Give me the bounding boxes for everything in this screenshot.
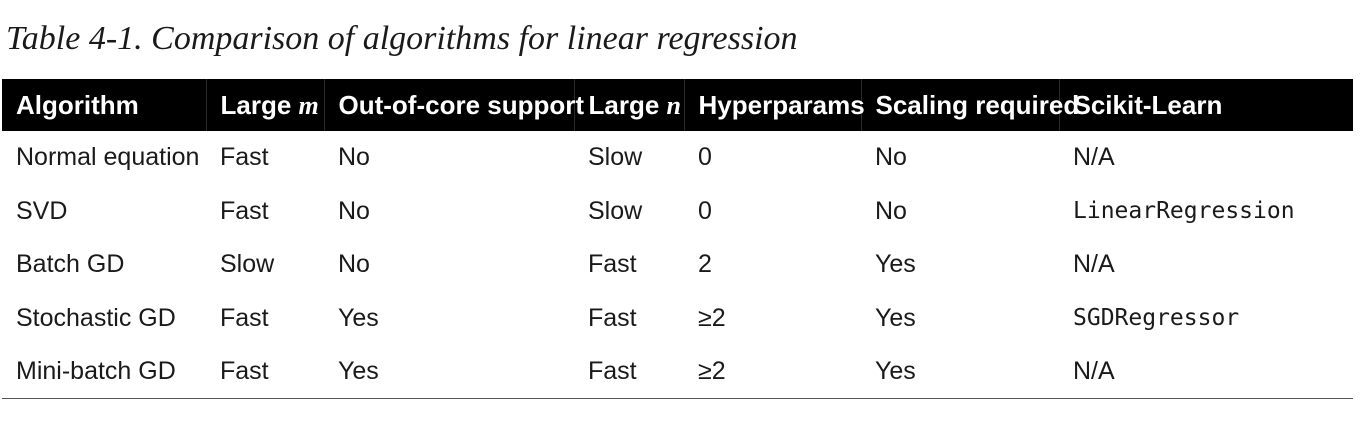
column-header-label: Large: [220, 89, 299, 120]
table-cell-large-m: Fast: [220, 143, 269, 172]
column-header-variable: n: [666, 90, 681, 120]
table-header: Algorithm Large m Out-of-core support Large…: [2, 79, 1353, 131]
table-cell-out-of-core-support: No: [338, 143, 370, 172]
table-cell-large-m: Fast: [220, 196, 269, 225]
column-header-hyperparams: Hyperparams: [684, 79, 865, 131]
bottom-rule: [2, 398, 1353, 399]
column-header-scaling-required: Scaling required: [861, 79, 1079, 131]
table-cell-hyperparams: ≥2: [698, 357, 726, 386]
table-cell-hyperparams: 2: [698, 250, 712, 279]
table-cell-large-n: Fast: [588, 357, 637, 386]
table-cell-out-of-core-support: No: [338, 196, 370, 225]
table-cell-large-m: Fast: [220, 357, 269, 386]
table-cell-scaling-required: No: [875, 143, 907, 172]
table-row: SVD Fast No Slow 0 No LinearRegression: [2, 185, 1353, 239]
table-cell-out-of-core-support: No: [338, 250, 370, 279]
column-header-label: Algorithm: [16, 89, 139, 120]
table-row: Stochastic GD Fast Yes Fast ≥2 Yes SGDRegresso…: [2, 292, 1353, 346]
column-header-label: Scikit-Learn: [1073, 89, 1223, 120]
table-cell-hyperparams: 0: [698, 143, 712, 172]
table-cell-algorithm: Stochastic GD: [16, 303, 176, 332]
table-cell-scikit-learn: N/A: [1073, 143, 1115, 172]
comparison-table: Algorithm Large m Out-of-core support Large…: [2, 79, 1353, 399]
table-cell-algorithm: Normal equation: [16, 143, 200, 172]
table-cell-scaling-required: Yes: [875, 250, 916, 279]
table-cell-large-n: Fast: [588, 250, 637, 279]
column-header-label: Scaling required: [875, 89, 1080, 120]
table-cell-large-n: Slow: [588, 196, 643, 225]
table-cell-scikit-learn: N/A: [1073, 250, 1115, 279]
table-cell-large-n: Slow: [588, 143, 643, 172]
table-cell-hyperparams: ≥2: [698, 303, 726, 332]
column-header-label: Out-of-core support: [338, 89, 585, 120]
table-cell-scaling-required: No: [875, 196, 907, 225]
column-header-out-of-core-support: Out-of-core support: [324, 79, 584, 131]
table-cell-large-m: Fast: [220, 303, 269, 332]
column-header-variable: m: [298, 90, 319, 120]
table-cell-scikit-learn: LinearRegression: [1073, 198, 1295, 225]
table-cell-algorithm: Batch GD: [16, 250, 125, 279]
table-caption: Table 4-1. Comparison of algorithms for …: [6, 20, 798, 57]
column-header-label: Large: [588, 89, 667, 120]
table-cell-scaling-required: Yes: [875, 357, 916, 386]
column-header-algorithm: Algorithm: [2, 79, 207, 131]
column-header-large-n: Large n: [574, 79, 685, 131]
table-cell-scikit-learn: SGDRegressor: [1073, 305, 1240, 332]
table-cell-hyperparams: 0: [698, 196, 712, 225]
table-cell-scaling-required: Yes: [875, 303, 916, 332]
table-cell-large-m: Slow: [220, 250, 275, 279]
table-cell-scikit-learn: N/A: [1073, 357, 1115, 386]
table-cell-large-n: Fast: [588, 303, 637, 332]
header-row: Algorithm Large m Out-of-core support Large…: [2, 79, 1353, 131]
table-row: Mini-batch GD Fast Yes Fast ≥2 Yes N/A: [2, 345, 1353, 399]
table-cell-out-of-core-support: Yes: [338, 357, 379, 386]
column-header-label: Hyperparams: [698, 89, 865, 120]
table-cell-algorithm: Mini-batch GD: [16, 357, 176, 386]
column-header-scikit-learn: Scikit-Learn: [1059, 79, 1353, 131]
column-header-large-m: Large m: [206, 79, 325, 131]
table-body: Normal equation Fast No Slow 0 No N/A SVD Fast No…: [2, 131, 1353, 399]
table-row: Batch GD Slow No Fast 2 Yes N/A: [2, 238, 1353, 292]
table-cell-out-of-core-support: Yes: [338, 303, 379, 332]
table-row: Normal equation Fast No Slow 0 No N/A: [2, 131, 1353, 185]
table-cell-algorithm: SVD: [16, 196, 68, 225]
